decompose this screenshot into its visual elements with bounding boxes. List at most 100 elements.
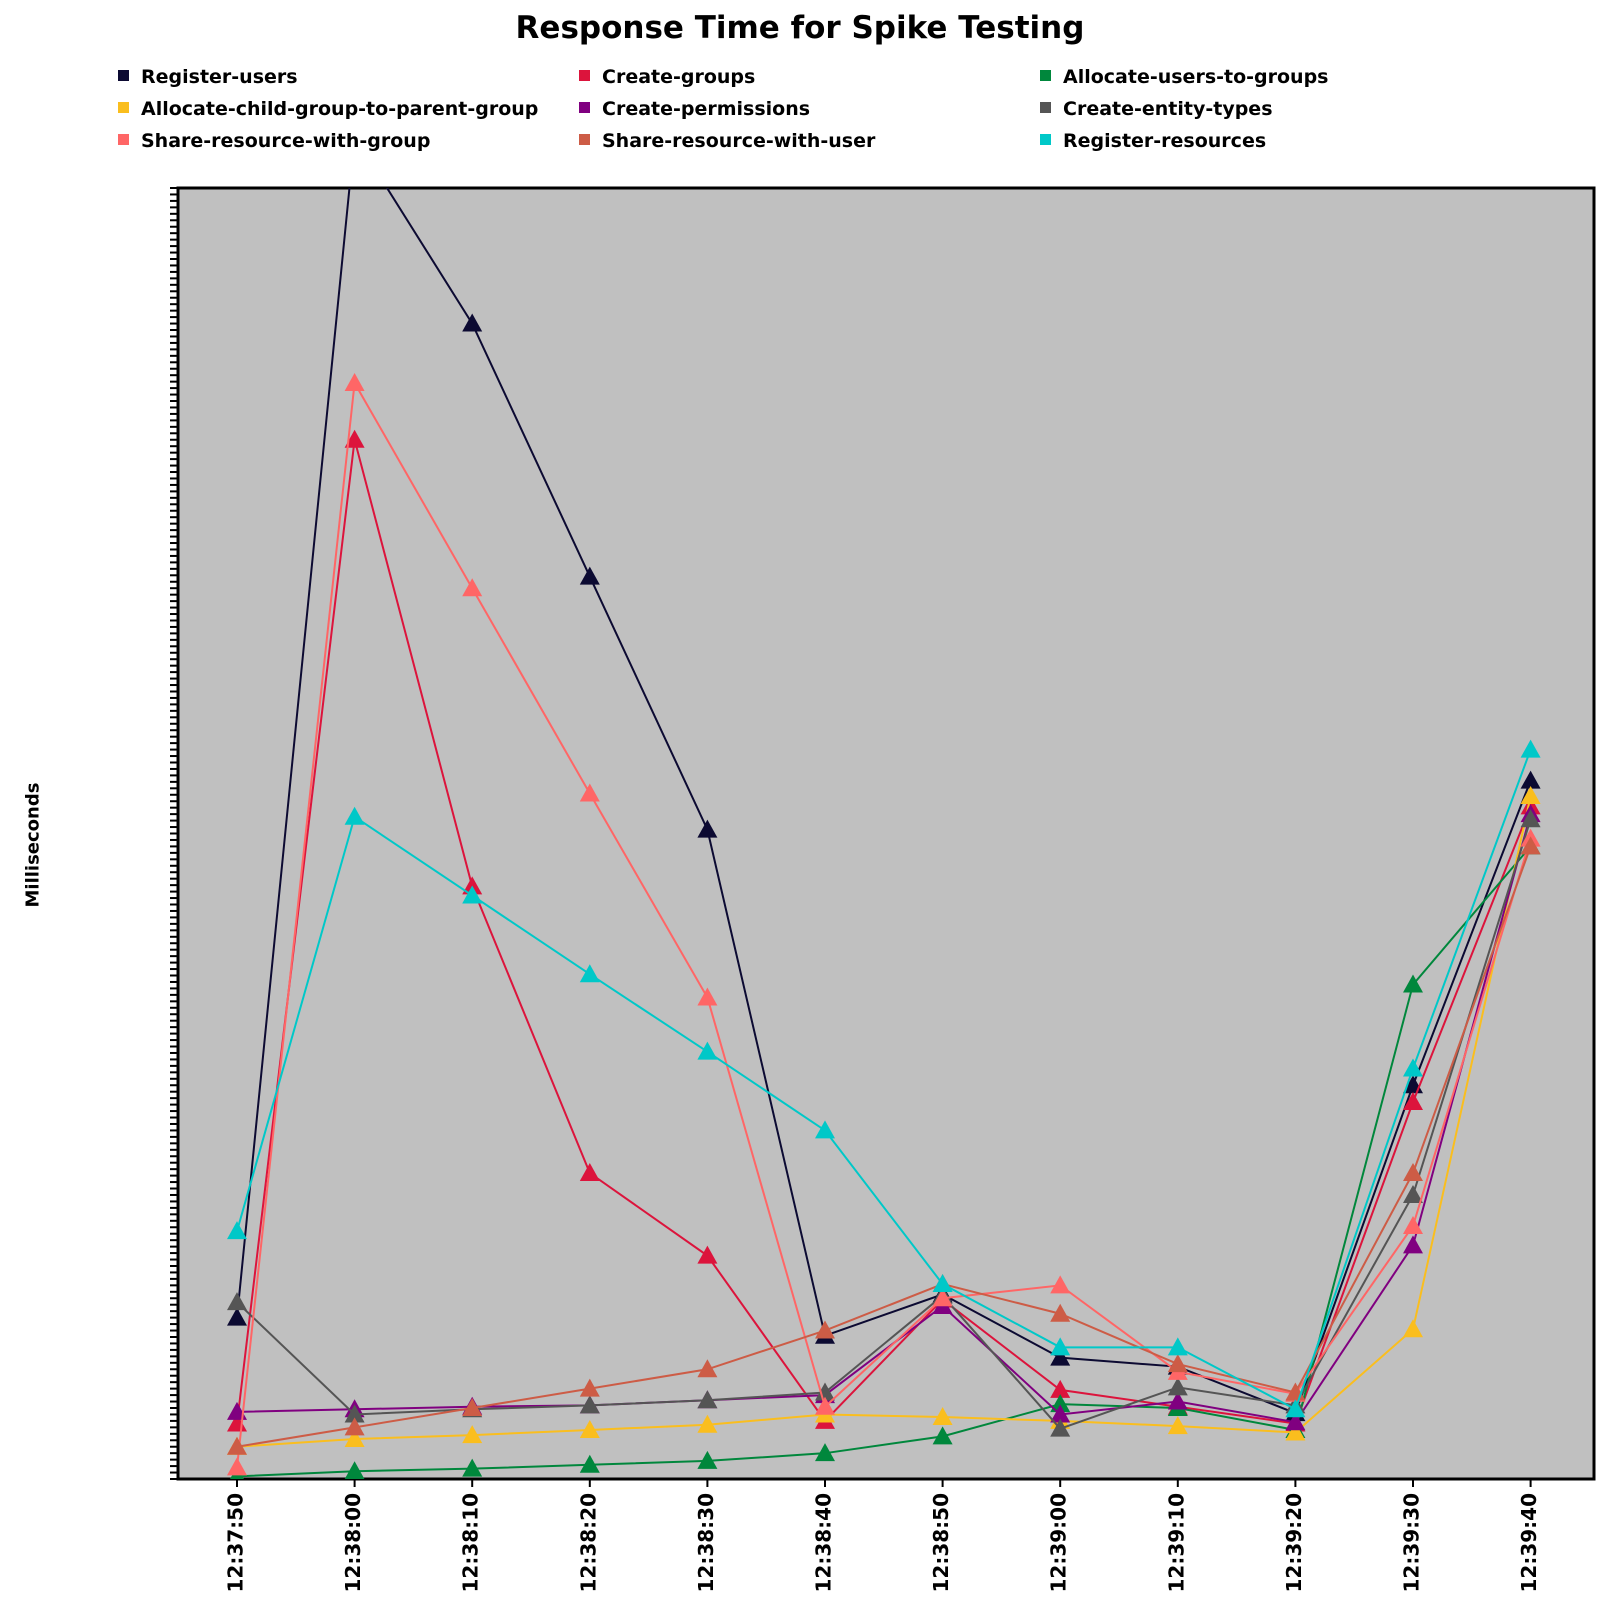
- data-point: [1403, 1163, 1423, 1182]
- data-point: [344, 429, 365, 448]
- data-point: [1520, 770, 1541, 789]
- legend-swatch: [579, 70, 590, 81]
- data-point: [815, 1382, 835, 1401]
- legend-label: Create-permissions: [602, 98, 811, 120]
- data-point: [462, 578, 483, 597]
- data-point: [1167, 1391, 1188, 1410]
- legend-swatch: [118, 102, 129, 113]
- data-point: [1520, 739, 1541, 758]
- data-point: [1285, 1422, 1306, 1441]
- data-point: [932, 1274, 953, 1293]
- data-point: [579, 1419, 600, 1438]
- data-point: [344, 806, 365, 825]
- data-point: [1167, 1354, 1188, 1373]
- legend-label: Allocate-child-group-to-parent-group: [141, 98, 539, 120]
- data-point: [344, 372, 365, 391]
- x-tick-label: 12:38:50: [929, 1493, 953, 1593]
- data-point: [1167, 1377, 1188, 1396]
- data-point: [815, 1120, 835, 1139]
- data-point: [697, 1390, 718, 1409]
- legend-item: Register-resources: [1040, 126, 1266, 156]
- series-share-resource-with-group: [227, 372, 1541, 1476]
- legend-item: Create-entity-types: [1040, 94, 1273, 124]
- data-point: [462, 876, 483, 895]
- data-point: [1050, 1337, 1071, 1356]
- legend-label: Share-resource-with-user: [602, 130, 876, 152]
- data-point: [1403, 1319, 1423, 1338]
- data-point: [697, 1041, 718, 1060]
- legend-swatch: [118, 70, 129, 81]
- data-point: [1050, 1404, 1071, 1423]
- data-point: [1050, 1394, 1071, 1413]
- data-point: [1050, 1347, 1071, 1366]
- data-point: [579, 964, 600, 983]
- legend-label: Register-users: [141, 66, 298, 88]
- data-point: [579, 566, 600, 585]
- data-point: [1403, 1092, 1423, 1111]
- plot-area: [176, 186, 1596, 1481]
- data-point: [227, 1307, 247, 1326]
- data-point: [815, 1396, 835, 1415]
- data-point: [579, 1454, 600, 1473]
- data-point: [1167, 1416, 1188, 1435]
- data-point: [345, 126, 365, 144]
- x-tick-label: 12:38:30: [694, 1493, 718, 1593]
- series-line: [236, 795, 1532, 1448]
- series-register-resources: [227, 739, 1541, 1418]
- legend: Register-users Create-groups Allocate-user…: [118, 62, 1458, 158]
- data-point: [227, 1436, 247, 1455]
- data-point: [932, 1426, 953, 1445]
- series-line: [236, 813, 1532, 1424]
- x-tick-label: 12:39:10: [1164, 1493, 1188, 1593]
- y-axis-ticks: [170, 187, 178, 1480]
- x-tick-label: 12:38:10: [459, 1493, 483, 1593]
- data-point: [697, 1414, 718, 1433]
- data-point: [344, 1417, 365, 1436]
- legend-item: Allocate-child-group-to-parent-group: [118, 94, 538, 124]
- legend-label: Register-resources: [1063, 130, 1267, 152]
- x-tick-label: 12:38:20: [576, 1493, 600, 1593]
- data-point: [344, 1404, 365, 1423]
- x-axis-ticks: 12:37:50 12:38:00 12:38:10 12:38:20 12:38:30…: [224, 1479, 1541, 1593]
- data-point: [1520, 809, 1541, 828]
- data-point: [579, 1163, 600, 1182]
- data-point: [344, 1461, 365, 1479]
- legend-item: Create-permissions: [579, 94, 810, 124]
- x-tick-label: 12:39:30: [1400, 1493, 1424, 1593]
- data-point: [932, 1407, 953, 1426]
- legend-swatch: [579, 134, 590, 145]
- data-point: [1285, 1412, 1306, 1431]
- legend-item: Create-groups: [579, 62, 755, 92]
- data-point: [462, 1425, 483, 1444]
- chart-title: Response Time for Spike Testing: [515, 10, 1085, 46]
- x-tick-label: 12:37:50: [224, 1493, 248, 1593]
- data-point: [697, 819, 718, 838]
- legend-item: Share-resource-with-group: [118, 126, 430, 156]
- data-point: [462, 1458, 483, 1477]
- data-point: [697, 1359, 718, 1378]
- data-point: [344, 1428, 365, 1447]
- data-point: [579, 1395, 600, 1414]
- data-point: [579, 783, 600, 802]
- data-point: [1050, 1275, 1071, 1294]
- data-point: [1403, 1235, 1423, 1254]
- legend-swatch: [1040, 102, 1051, 113]
- legend-item: Allocate-users-to-groups: [1040, 62, 1329, 92]
- data-point: [227, 1292, 247, 1311]
- data-point: [697, 987, 718, 1006]
- data-point: [932, 1288, 953, 1307]
- series-layer: [227, 126, 1541, 1479]
- x-tick-label: 12:38:00: [341, 1493, 365, 1593]
- x-tick-label: 12:38:40: [812, 1493, 836, 1593]
- x-tick-label: 12:39:00: [1047, 1493, 1071, 1593]
- data-point: [697, 1245, 718, 1264]
- legend-swatch: [118, 134, 129, 145]
- data-point: [815, 1320, 835, 1339]
- legend-swatch: [1040, 70, 1051, 81]
- data-point: [1050, 1303, 1071, 1322]
- legend-item: Register-users: [118, 62, 298, 92]
- legend-item: Share-resource-with-user: [579, 126, 875, 156]
- x-tick-label: 12:39:20: [1282, 1493, 1306, 1593]
- series-line: [236, 846, 1532, 1448]
